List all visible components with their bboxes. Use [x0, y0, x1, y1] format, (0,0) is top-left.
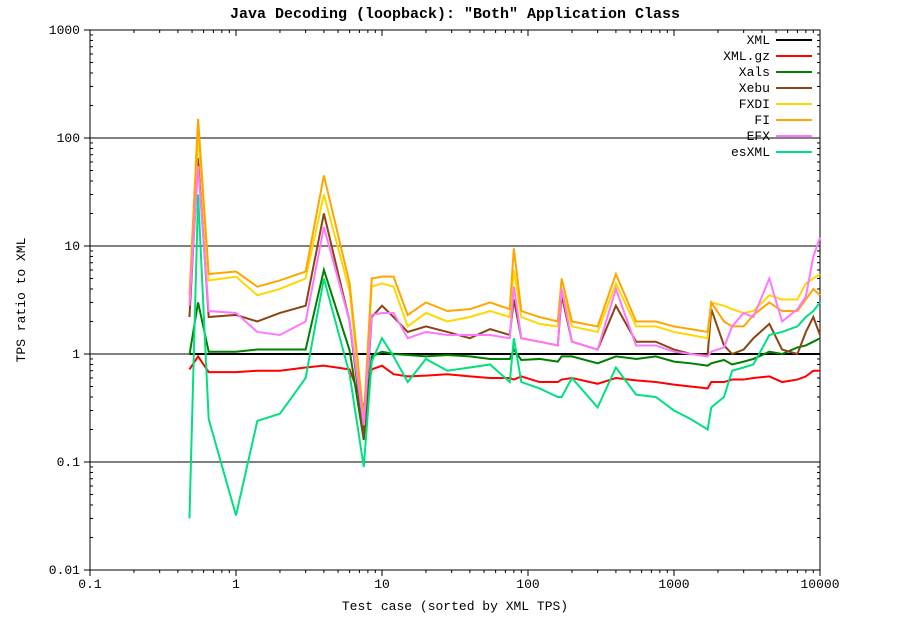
y-axis-label: TPS ratio to XML	[14, 238, 29, 363]
legend-label: Xals	[739, 65, 770, 80]
series-line	[189, 194, 820, 518]
xtick-label: 0.1	[78, 577, 102, 592]
ytick-label: 0.1	[57, 455, 81, 470]
legend-label: FI	[754, 113, 770, 128]
legend-label: Xebu	[739, 81, 770, 96]
series-line	[189, 166, 820, 425]
ytick-label: 100	[57, 131, 80, 146]
series-line	[189, 356, 820, 407]
chart-title: Java Decoding (loopback): "Both" Applica…	[230, 6, 680, 23]
legend-label: esXML	[731, 145, 770, 160]
series-line	[189, 119, 820, 419]
chart-container: 0.11101001000100000.010.11101001000Java …	[0, 0, 907, 621]
ytick-label: 10	[64, 239, 80, 254]
ytick-label: 1	[72, 347, 80, 362]
xtick-label: 100	[516, 577, 539, 592]
x-axis-label: Test case (sorted by XML TPS)	[342, 599, 568, 614]
legend-label: FXDI	[739, 97, 770, 112]
plot-border	[90, 30, 820, 570]
xtick-label: 1	[232, 577, 240, 592]
xtick-label: 10000	[800, 577, 839, 592]
line-chart: 0.11101001000100000.010.11101001000Java …	[0, 0, 907, 621]
legend-label: XML	[747, 33, 770, 48]
ytick-label: 1000	[49, 23, 80, 38]
ytick-label: 0.01	[49, 563, 80, 578]
legend-label: EFX	[747, 129, 771, 144]
xtick-label: 1000	[658, 577, 689, 592]
legend-label: XML.gz	[723, 49, 770, 64]
xtick-label: 10	[374, 577, 390, 592]
